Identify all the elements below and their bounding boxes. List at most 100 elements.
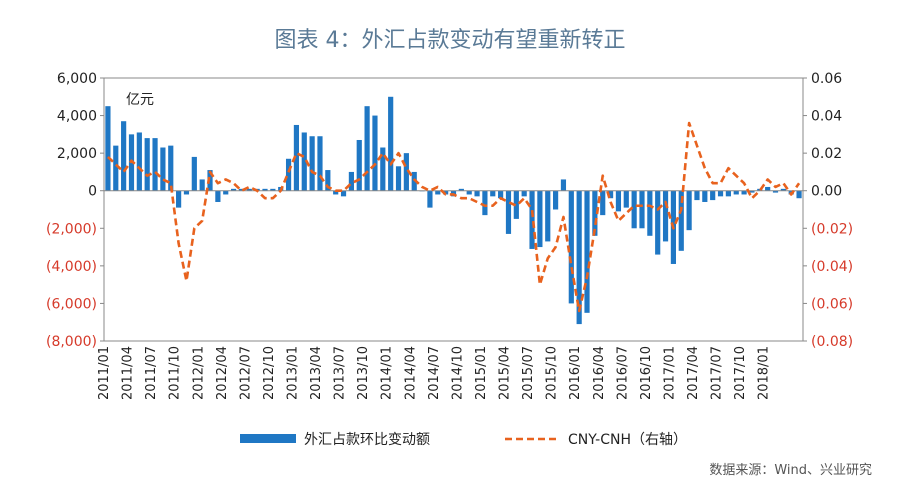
bar	[199, 179, 205, 191]
x-tick-label: 2015/10	[545, 346, 560, 400]
bar	[160, 147, 166, 191]
bar	[725, 190, 731, 197]
left-tick-label: 4,000	[57, 109, 97, 125]
bar	[136, 132, 142, 191]
bar	[537, 190, 543, 248]
bar	[411, 171, 417, 191]
bar	[340, 190, 347, 197]
right-tick-label: 0.02	[811, 146, 842, 162]
bar	[482, 190, 488, 216]
bar	[639, 190, 645, 229]
bar	[780, 188, 786, 191]
x-tick-label: 2013/07	[333, 346, 348, 400]
bar	[168, 145, 174, 191]
bar	[584, 190, 590, 313]
bar	[545, 190, 551, 242]
right-tick-label: 0.06	[811, 71, 842, 87]
x-tick-label: 2014/01	[380, 346, 395, 400]
x-tick-label: 2015/07	[521, 346, 536, 400]
unit-label: 亿元	[126, 92, 154, 108]
bar	[427, 190, 433, 208]
bar	[765, 186, 771, 191]
bar	[356, 139, 362, 191]
bar	[458, 188, 464, 191]
bar	[505, 190, 512, 234]
bar	[262, 188, 268, 191]
bar	[466, 190, 472, 195]
bar	[490, 190, 496, 197]
x-tick-label: 2016/04	[592, 346, 607, 400]
bar	[388, 96, 394, 191]
bar	[144, 138, 150, 191]
x-tick-label: 2012/01	[191, 346, 206, 400]
bar	[372, 115, 378, 191]
x-tick-label: 2017/10	[733, 346, 748, 400]
bar	[717, 190, 724, 197]
bar	[749, 190, 755, 193]
x-tick-label: 2011/10	[168, 346, 183, 400]
bar	[325, 170, 331, 191]
bar	[702, 190, 708, 202]
bar	[270, 188, 276, 191]
bar	[710, 190, 716, 201]
bar	[333, 190, 339, 195]
bar	[301, 132, 307, 191]
x-tick-label: 2015/01	[474, 346, 489, 400]
legend-line-label: CNY-CNH（右轴）	[568, 432, 687, 448]
bar	[686, 190, 692, 231]
x-tick-label: 2012/10	[262, 346, 277, 400]
x-tick-label: 2016/07	[615, 346, 630, 400]
bar	[364, 106, 370, 191]
bar	[105, 106, 111, 191]
right-tick-label: (0.06)	[811, 296, 853, 312]
x-tick-label: 2013/01	[285, 346, 300, 400]
bar	[678, 190, 684, 251]
left-tick-label: (8,000)	[46, 334, 97, 350]
plot-frame	[103, 77, 804, 342]
bar	[553, 190, 559, 210]
x-tick-label: 2012/04	[215, 346, 230, 400]
x-tick-label: 2015/04	[498, 346, 513, 400]
cny-cnh-line	[107, 121, 801, 313]
left-tick-label: 6,000	[57, 71, 97, 87]
bar	[191, 156, 197, 191]
x-tick-label: 2017/01	[662, 346, 677, 400]
left-tick-label: (6,000)	[46, 296, 97, 312]
right-tick-label: 0.00	[811, 184, 842, 200]
bar	[592, 190, 598, 236]
bar	[498, 190, 504, 199]
bar	[521, 190, 527, 197]
x-tick-label: 2016/10	[639, 346, 654, 400]
bar	[293, 124, 300, 191]
x-tick-label: 2017/04	[686, 346, 701, 400]
bar	[231, 188, 237, 191]
bar	[285, 158, 292, 191]
bar	[623, 190, 629, 208]
right-tick-label: 0.04	[811, 109, 842, 125]
bar	[600, 190, 606, 216]
left-tick-label: (4,000)	[46, 259, 97, 275]
x-tick-label: 2017/07	[710, 346, 725, 400]
bar	[662, 190, 669, 242]
x-tick-label: 2014/10	[450, 346, 465, 400]
x-tick-label: 2016/01	[568, 346, 583, 400]
x-tick-label: 2014/04	[403, 346, 418, 400]
x-tick-label: 2013/10	[356, 346, 371, 400]
bar	[615, 190, 622, 212]
bar	[309, 136, 315, 191]
bar	[348, 171, 354, 191]
bar	[215, 190, 221, 202]
x-tick-label: 2012/07	[238, 346, 253, 400]
bar	[443, 190, 449, 195]
bar	[176, 190, 182, 208]
right-tick-label: (0.08)	[811, 334, 853, 350]
bar	[380, 147, 386, 191]
x-tick-label: 2014/07	[427, 346, 442, 400]
left-tick-label: (2,000)	[46, 221, 97, 237]
bar	[121, 121, 127, 191]
left-tick-label: 0	[88, 184, 97, 200]
chart-title: 图表 4：外汇占款变动有望重新转正	[274, 28, 626, 53]
right-tick-label: (0.04)	[811, 259, 853, 275]
